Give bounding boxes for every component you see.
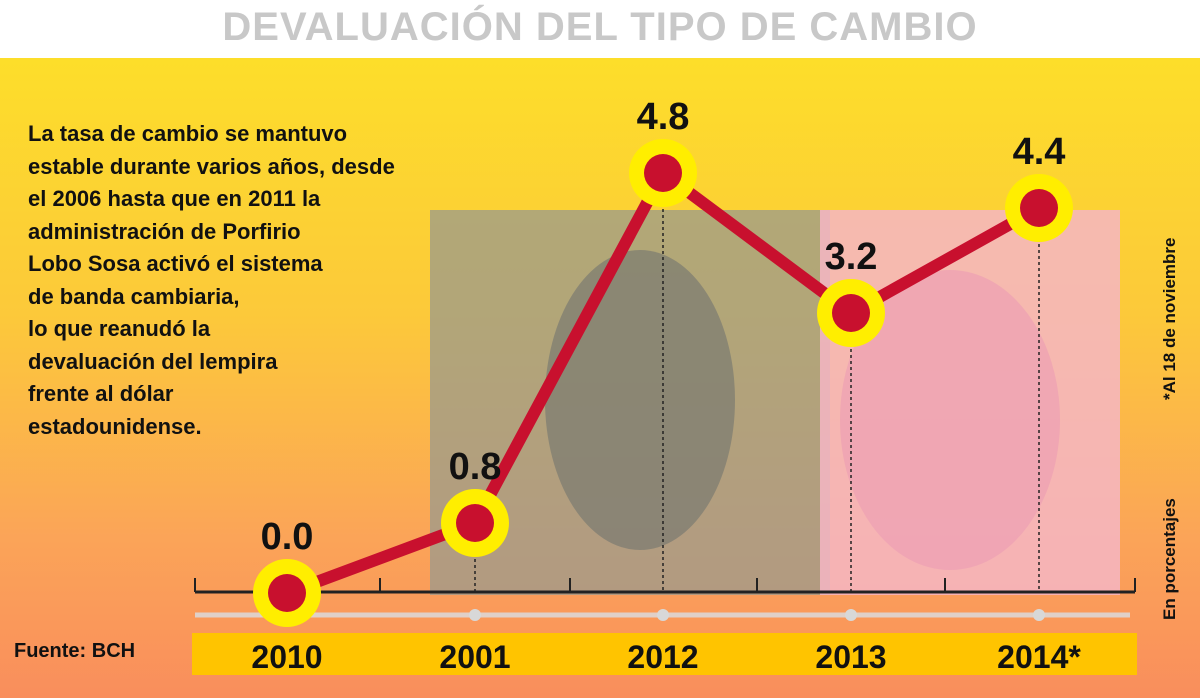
- footnote: *Al 18 de noviembre: [1160, 237, 1179, 400]
- timeline-dot: [657, 609, 669, 621]
- data-point: [1020, 189, 1058, 227]
- data-point: [456, 504, 494, 542]
- x-tick-label: 2010: [251, 639, 322, 675]
- source-label: Fuente: BCH: [14, 640, 136, 662]
- timeline-dot: [845, 609, 857, 621]
- timeline-dot: [469, 609, 481, 621]
- data-point: [268, 574, 306, 612]
- x-tick-label: 2014*: [997, 639, 1081, 675]
- data-point: [644, 154, 682, 192]
- x-tick-label: 2012: [627, 639, 698, 675]
- banknote-lempira: [820, 210, 1120, 595]
- unit-label: En porcentajes: [1160, 498, 1179, 620]
- data-label: 0.0: [261, 516, 314, 558]
- description-text: La tasa de cambio se mantuvo estable dur…: [28, 121, 395, 439]
- x-axis: 2010 2001 2012 2013 2014*: [192, 173, 1137, 675]
- x-tick-label: 2013: [815, 639, 886, 675]
- x-tick-label: 2001: [439, 639, 510, 675]
- category-band: [192, 633, 1137, 675]
- data-point: [832, 294, 870, 332]
- data-label: 3.2: [825, 236, 878, 278]
- timeline-dot: [1033, 609, 1045, 621]
- chart-title: DEVALUACIÓN DEL TIPO DE CAMBIO: [0, 0, 1200, 58]
- data-label: 4.4: [1013, 131, 1066, 173]
- data-label: 0.8: [449, 446, 502, 488]
- data-label: 4.8: [637, 96, 690, 138]
